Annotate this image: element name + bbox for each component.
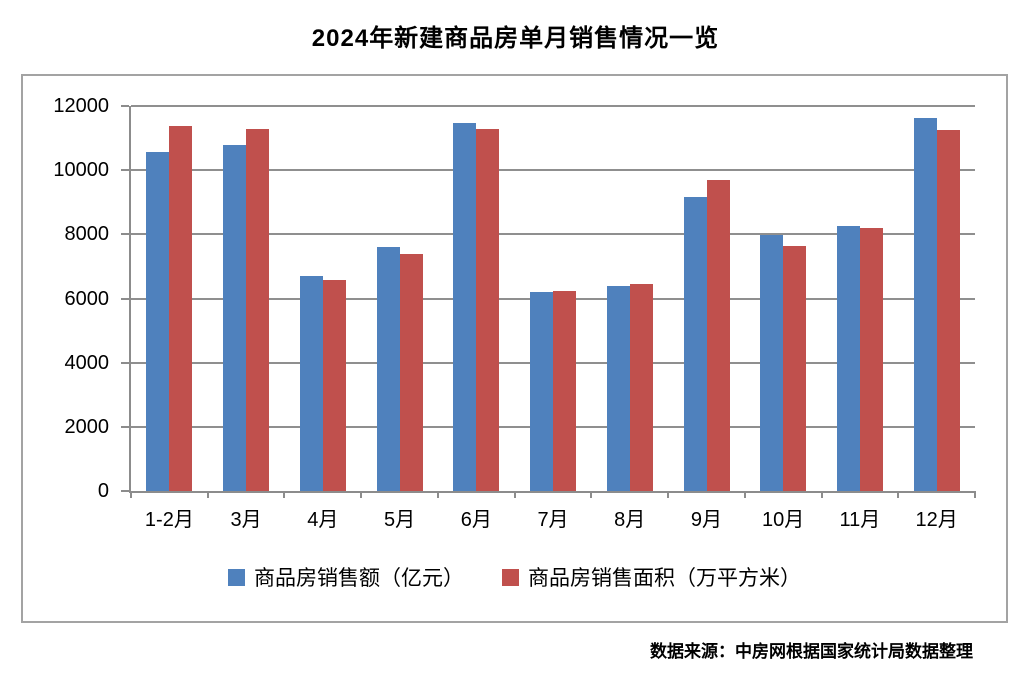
gridline-8000 bbox=[131, 233, 975, 236]
bar-series2-6月 bbox=[476, 129, 500, 491]
bar-group-9 bbox=[745, 106, 822, 491]
bar-group-5 bbox=[438, 106, 515, 491]
x-axis-line bbox=[129, 491, 975, 493]
bar-group-8 bbox=[668, 106, 745, 491]
x-axis-label-10月: 10月 bbox=[762, 509, 805, 531]
bar-group-4 bbox=[361, 106, 438, 491]
legend: 商品房销售额（亿元） 商品房销售面积（万平方米） bbox=[23, 562, 1006, 592]
x-axis-label-9月: 9月 bbox=[690, 509, 723, 531]
bar-series1-6月 bbox=[453, 123, 477, 491]
x-axis-label-7月: 7月 bbox=[537, 509, 569, 531]
chart-frame: 商品房销售额（亿元） 商品房销售面积（万平方米） 0 2000 4000 6000 800… bbox=[21, 74, 1008, 623]
bar-group-2 bbox=[208, 106, 285, 491]
x-axis-label-11月: 11月 bbox=[839, 509, 881, 531]
bar-group-6 bbox=[515, 106, 592, 491]
legend-item-2: 商品房销售面积（万平方米） bbox=[502, 562, 801, 592]
bar-series1-12月 bbox=[913, 118, 937, 491]
bar-series1-1-2月 bbox=[146, 152, 170, 491]
bar-series1-9月 bbox=[683, 197, 707, 491]
x-tick-8 bbox=[743, 491, 746, 498]
bar-series1-7月 bbox=[530, 292, 554, 491]
chart-title: 2024年新建商品房单月销售情况一览 bbox=[311, 25, 720, 52]
bar-series1-11月 bbox=[836, 225, 860, 491]
bar-group-10 bbox=[822, 106, 899, 491]
y-tick-8000 bbox=[121, 233, 129, 236]
bar-series2-3月 bbox=[246, 128, 270, 491]
y-axis-label-8000: 8000 bbox=[64, 223, 110, 246]
y-axis-label-4000: 4000 bbox=[64, 351, 110, 374]
legend-swatch-icon bbox=[502, 568, 519, 586]
x-tick-6 bbox=[590, 491, 593, 498]
plot-area bbox=[121, 105, 976, 498]
y-tick-0 bbox=[121, 490, 129, 492]
bar-series2-11月 bbox=[859, 228, 883, 491]
bar-group-1 bbox=[131, 106, 208, 491]
x-tick-3 bbox=[360, 491, 363, 498]
y-tick-10000 bbox=[121, 169, 129, 172]
y-tick-6000 bbox=[121, 297, 129, 300]
gridline-10000 bbox=[131, 169, 975, 172]
y-axis-label-0: 0 bbox=[97, 480, 109, 502]
bar-group-7 bbox=[591, 106, 668, 491]
x-axis-label-5月: 5月 bbox=[383, 509, 416, 531]
x-tick-0 bbox=[130, 491, 132, 498]
y-axis-label-12000: 12000 bbox=[53, 95, 109, 117]
x-tick-11 bbox=[974, 491, 976, 498]
source-note: 数据来源：中房网根据国家统计局数据整理 bbox=[650, 642, 973, 661]
x-tick-5 bbox=[513, 491, 516, 498]
bar-series2-10月 bbox=[783, 245, 807, 491]
y-axis-label-2000: 2000 bbox=[64, 415, 110, 438]
bar-series2-8月 bbox=[629, 283, 653, 491]
bar-series1-4月 bbox=[299, 275, 323, 491]
x-axis-label-3月: 3月 bbox=[230, 509, 262, 531]
x-tick-10 bbox=[897, 491, 900, 498]
y-axis-line bbox=[129, 106, 131, 493]
x-axis-label-6月: 6月 bbox=[460, 509, 492, 531]
x-axis-label-1-2月: 1-2月 bbox=[144, 509, 194, 531]
legend-label: 商品房销售额（亿元） bbox=[254, 567, 464, 590]
legend-swatch-icon bbox=[228, 568, 245, 586]
x-tick-7 bbox=[667, 491, 670, 498]
gridline-12000 bbox=[131, 105, 975, 107]
bar-series2-4月 bbox=[322, 279, 346, 491]
bar-series1-3月 bbox=[223, 144, 247, 491]
legend-label: 商品房销售面积（万平方米） bbox=[528, 567, 801, 590]
x-axis-label-8月: 8月 bbox=[614, 509, 646, 531]
bar-group-3 bbox=[284, 106, 361, 491]
bar-series2-5月 bbox=[399, 253, 423, 491]
bar-groups bbox=[131, 106, 975, 491]
y-tick-4000 bbox=[121, 361, 129, 364]
y-tick-12000 bbox=[121, 105, 129, 107]
x-tick-1 bbox=[206, 491, 209, 498]
y-axis-label-10000: 10000 bbox=[53, 159, 109, 182]
bar-series1-5月 bbox=[376, 247, 400, 491]
bar-series1-10月 bbox=[760, 235, 784, 491]
bar-series2-12月 bbox=[936, 129, 960, 491]
x-tick-2 bbox=[283, 491, 286, 498]
bar-series1-8月 bbox=[606, 285, 630, 491]
y-axis-label-6000: 6000 bbox=[64, 287, 110, 310]
x-axis-label-4月: 4月 bbox=[307, 509, 339, 531]
legend-item-1: 商品房销售额（亿元） bbox=[228, 562, 464, 592]
bar-group-11 bbox=[898, 106, 975, 491]
x-tick-4 bbox=[436, 491, 439, 498]
y-tick-2000 bbox=[121, 425, 129, 428]
bar-series2-7月 bbox=[553, 291, 577, 491]
x-axis-label-12月: 12月 bbox=[915, 509, 958, 531]
x-tick-9 bbox=[820, 491, 823, 498]
bar-series2-9月 bbox=[706, 180, 730, 491]
bar-series2-1-2月 bbox=[169, 126, 193, 491]
